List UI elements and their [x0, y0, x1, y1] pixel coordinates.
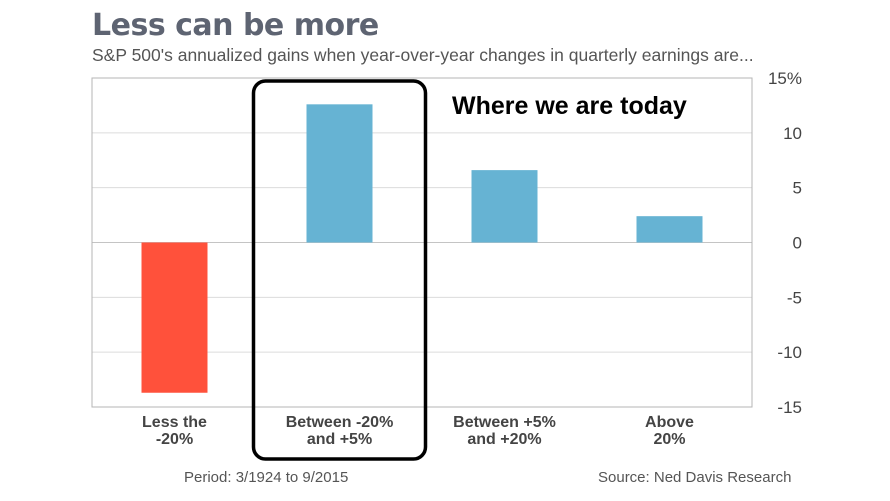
y-tick-label: 10 [783, 124, 802, 143]
plot-frame [91, 77, 753, 408]
footer-source: Source: Ned Davis Research [598, 469, 792, 486]
y-tick-label: -15 [777, 398, 802, 417]
y-axis-ticks: 15% 10 5 0 -5 -10 -15 [768, 69, 802, 417]
y-tick-label: -5 [787, 288, 802, 307]
bar [471, 170, 538, 243]
bar [636, 216, 703, 243]
chart-title: Less can be more [92, 8, 379, 43]
footer-period: Period: 3/1924 to 9/2015 [184, 469, 349, 486]
category-label: Between +5% and +20% [453, 414, 556, 448]
y-tick-label: 15% [768, 69, 802, 88]
category-label: Less the -20% [142, 414, 207, 448]
y-tick-label: -10 [777, 343, 802, 362]
bar [141, 242, 208, 393]
category-labels: Less the -20% Between -20% and +5% Between +… [142, 414, 694, 448]
highlight-box [251, 79, 428, 461]
chart-subtitle: S&P 500's annualized gains when year-ove… [92, 45, 754, 65]
bar [306, 104, 373, 243]
y-tick-label: 5 [793, 179, 802, 198]
category-label: Between -20% and +5% [286, 414, 394, 448]
annotation-where-we-are-today: Where we are today [452, 92, 687, 120]
category-label: Above 20% [645, 414, 694, 448]
bars [141, 104, 703, 393]
y-tick-label: 0 [793, 234, 802, 253]
